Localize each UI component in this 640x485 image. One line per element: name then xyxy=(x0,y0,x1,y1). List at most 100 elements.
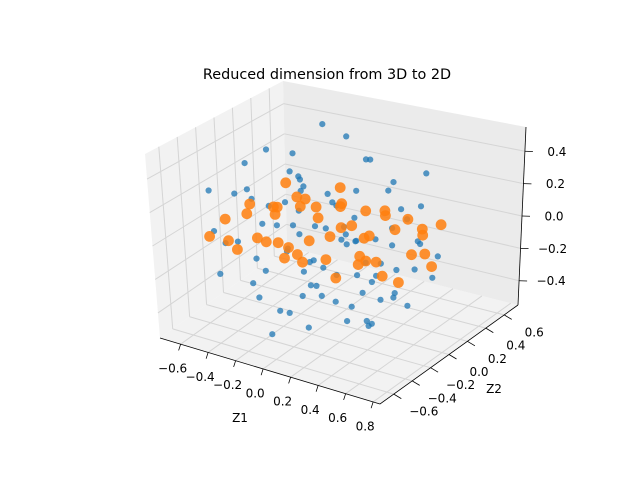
data-point-series-2 xyxy=(273,237,284,248)
data-point-series-1 xyxy=(344,318,350,324)
data-point-series-1 xyxy=(351,215,357,221)
z-tick-label: −0.4 xyxy=(537,274,566,288)
data-point-series-1 xyxy=(235,239,241,245)
data-point-series-2 xyxy=(426,261,437,272)
data-point-series-1 xyxy=(253,256,259,262)
data-point-series-1 xyxy=(377,297,383,303)
data-point-series-1 xyxy=(353,238,359,244)
data-point-series-2 xyxy=(220,214,231,225)
data-point-series-1 xyxy=(329,199,335,205)
data-point-series-2 xyxy=(295,201,306,212)
data-point-series-1 xyxy=(367,157,373,163)
data-point-series-1 xyxy=(306,325,312,331)
data-point-series-2 xyxy=(377,271,388,282)
x-axis-label: Z1 xyxy=(232,411,248,425)
data-point-series-2 xyxy=(244,199,255,210)
x-tick-label: 0.6 xyxy=(328,411,347,425)
chart-title: Reduced dimension from 3D to 2D xyxy=(203,67,451,83)
y-tick-label: −0.2 xyxy=(446,378,475,392)
x-tick-mark xyxy=(234,361,236,367)
data-point-series-1 xyxy=(308,282,314,288)
data-point-series-1 xyxy=(429,275,435,281)
data-point-series-1 xyxy=(263,146,269,152)
data-point-series-2 xyxy=(280,177,291,188)
data-point-series-1 xyxy=(259,221,265,227)
y-tick-label: 0.6 xyxy=(525,325,544,339)
y-tick-label: 0.2 xyxy=(488,352,507,366)
y-tick-mark xyxy=(504,315,512,320)
data-point-series-2 xyxy=(268,202,279,213)
data-point-series-2 xyxy=(390,224,401,235)
data-point-series-2 xyxy=(279,253,290,264)
data-point-series-2 xyxy=(336,222,347,233)
data-point-series-1 xyxy=(263,268,269,274)
x-tick-mark xyxy=(289,377,291,383)
y-tick-mark xyxy=(394,394,402,399)
data-point-series-2 xyxy=(311,202,322,213)
data-point-series-1 xyxy=(244,186,250,192)
data-point-series-2 xyxy=(204,231,215,242)
data-point-series-1 xyxy=(325,191,331,197)
x-tick-label: 0.8 xyxy=(356,419,375,433)
data-point-series-1 xyxy=(333,299,339,305)
data-point-series-2 xyxy=(403,214,414,225)
data-point-series-1 xyxy=(320,265,326,271)
data-point-series-1 xyxy=(269,331,275,337)
data-point-series-1 xyxy=(277,308,283,314)
data-point-series-2 xyxy=(417,224,428,235)
data-point-series-2 xyxy=(241,208,252,219)
data-point-series-1 xyxy=(296,231,302,237)
data-point-series-1 xyxy=(393,267,399,273)
data-point-series-2 xyxy=(291,192,302,203)
data-point-series-2 xyxy=(393,277,404,288)
data-point-series-1 xyxy=(353,188,359,194)
y-tick-mark xyxy=(449,355,457,360)
x-tick-mark xyxy=(179,344,181,350)
data-point-series-1 xyxy=(354,272,360,278)
x-tick-label: −0.6 xyxy=(158,362,187,376)
data-point-series-1 xyxy=(206,187,212,193)
data-point-series-2 xyxy=(419,249,430,260)
data-point-series-1 xyxy=(242,160,248,166)
data-point-series-1 xyxy=(338,237,344,243)
y-tick-mark xyxy=(412,381,420,386)
data-point-series-2 xyxy=(313,213,324,224)
data-point-series-1 xyxy=(319,121,325,127)
data-point-series-1 xyxy=(312,223,318,229)
x-tick-label: −0.4 xyxy=(186,370,215,384)
data-point-series-1 xyxy=(366,323,372,329)
data-point-series-1 xyxy=(217,271,223,277)
data-point-series-2 xyxy=(380,210,391,221)
y-tick-label: −0.6 xyxy=(409,405,438,419)
data-point-series-2 xyxy=(232,244,243,255)
data-point-series-1 xyxy=(369,279,375,285)
data-point-series-2 xyxy=(354,251,365,262)
data-point-series-1 xyxy=(297,176,303,182)
x-tick-label: 0.2 xyxy=(273,395,292,409)
data-point-series-1 xyxy=(274,222,280,228)
data-point-series-1 xyxy=(231,191,237,197)
data-point-series-2 xyxy=(330,273,341,284)
data-point-series-1 xyxy=(398,206,404,212)
data-point-series-2 xyxy=(360,206,371,217)
x-tick-label: −0.2 xyxy=(213,378,242,392)
data-point-series-1 xyxy=(313,283,319,289)
data-point-series-1 xyxy=(323,225,329,231)
data-point-series-1 xyxy=(360,290,366,296)
x-tick-mark xyxy=(206,352,208,358)
y-tick-label: −0.4 xyxy=(428,391,457,405)
data-point-series-2 xyxy=(436,219,447,230)
data-point-series-1 xyxy=(282,199,288,205)
y-tick-label: 0.0 xyxy=(469,365,488,379)
data-point-series-1 xyxy=(300,293,306,299)
z-tick-label: 0.2 xyxy=(546,177,565,191)
data-point-series-1 xyxy=(423,170,429,176)
x-tick-mark xyxy=(344,394,346,400)
data-point-series-2 xyxy=(252,233,263,244)
data-point-series-1 xyxy=(343,133,349,139)
data-point-series-2 xyxy=(359,233,370,244)
data-point-series-1 xyxy=(390,179,396,185)
x-tick-label: 0.4 xyxy=(301,403,320,417)
